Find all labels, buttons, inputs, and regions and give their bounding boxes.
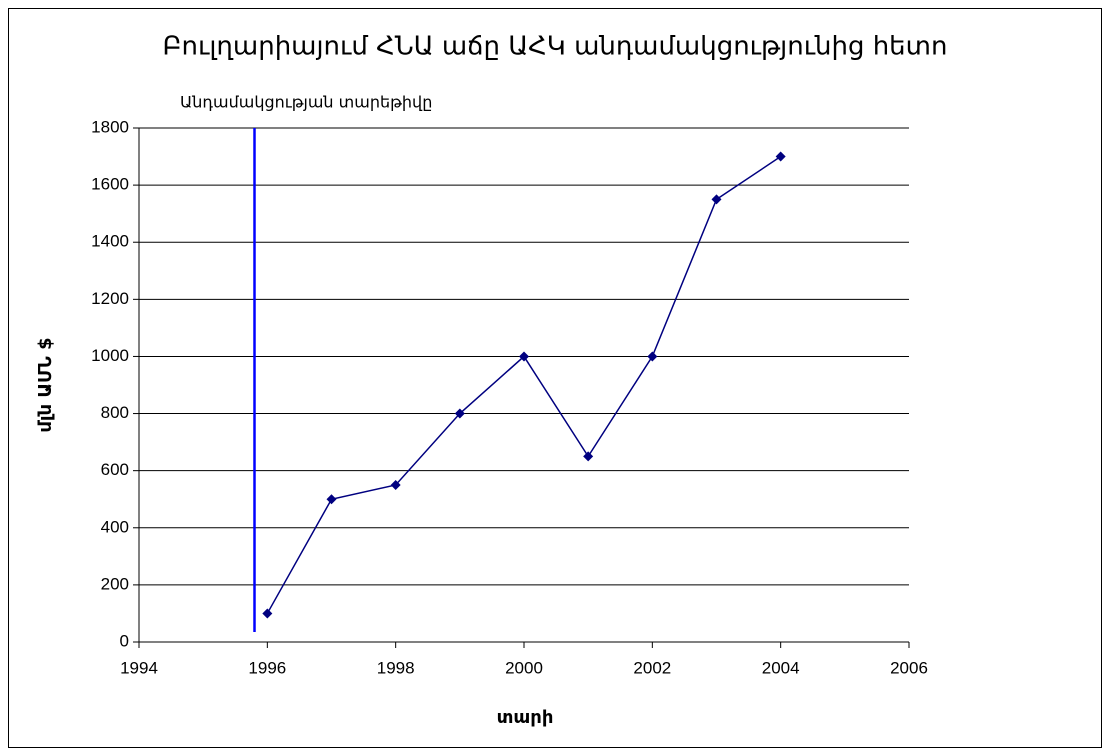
- y-tick-label: 1000: [91, 346, 129, 365]
- data-point: [647, 351, 658, 362]
- y-tick-label: 200: [101, 574, 129, 593]
- x-tick-label: 2004: [762, 658, 800, 677]
- data-point: [775, 151, 786, 162]
- y-tick-label: 1400: [91, 232, 129, 251]
- y-tick-label: 800: [101, 403, 129, 422]
- data-point: [583, 451, 594, 462]
- annotation: Անդամակցության տարեթիվը: [180, 93, 432, 112]
- data-point: [390, 479, 401, 490]
- data-point: [262, 608, 273, 619]
- chart-frame: [8, 8, 1102, 748]
- y-tick-label: 600: [101, 460, 129, 479]
- y-tick-label: 400: [101, 517, 129, 536]
- x-tick-label: 1998: [377, 658, 415, 677]
- data-point: [519, 351, 529, 362]
- x-tick-label: 2006: [890, 658, 928, 677]
- y-axis-label: մլն ԱՄՆ $: [35, 337, 56, 432]
- x-tick-label: 1994: [120, 658, 158, 677]
- data-point: [711, 194, 722, 205]
- data-point: [454, 408, 465, 419]
- chart-title: Բուլղարիայում ՀՆԱ աճը ԱՀԿ անդամակցությու…: [163, 32, 948, 62]
- x-axis-label: տարի: [497, 707, 554, 728]
- data-point: [326, 494, 337, 505]
- x-tick-label: 2000: [505, 658, 543, 677]
- x-tick-label: 2002: [633, 658, 671, 677]
- y-tick-label: 0: [120, 631, 129, 650]
- y-tick-label: 1200: [91, 289, 129, 308]
- x-tick-label: 1996: [248, 658, 286, 677]
- y-tick-label: 1800: [91, 117, 129, 136]
- y-tick-label: 1600: [91, 175, 129, 194]
